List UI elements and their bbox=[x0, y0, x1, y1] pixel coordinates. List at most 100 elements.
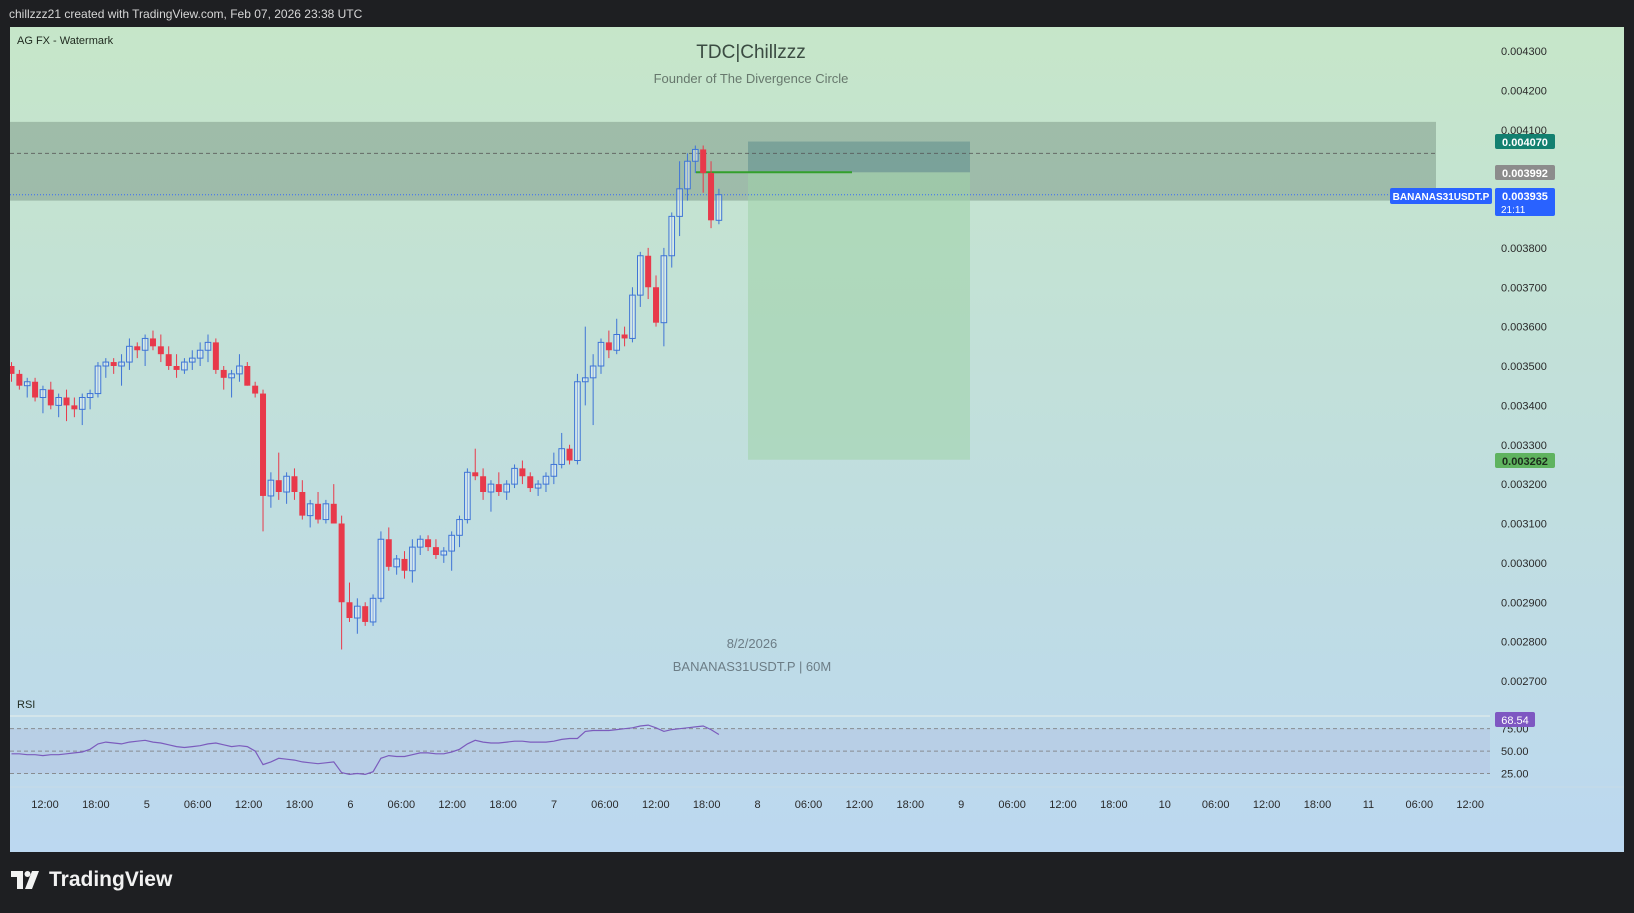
candle bbox=[511, 464, 518, 489]
time-axis-label: 11 bbox=[1363, 799, 1374, 811]
candle bbox=[47, 381, 54, 410]
candle bbox=[480, 468, 487, 500]
candle bbox=[574, 373, 581, 465]
candle bbox=[260, 389, 267, 532]
candle bbox=[676, 161, 683, 237]
candle-body bbox=[346, 602, 353, 618]
candle-body bbox=[32, 381, 39, 398]
candle-body bbox=[110, 362, 117, 366]
price-axis-label: 0.003300 bbox=[1501, 440, 1547, 452]
candle bbox=[645, 247, 652, 300]
candle bbox=[692, 145, 699, 174]
price-axis: 0.004300 0.004200 0.004100 0.003800 0.003700… bbox=[1501, 46, 1547, 688]
candle bbox=[700, 145, 707, 193]
candle-body bbox=[440, 550, 448, 556]
price-axis-label: 0.003200 bbox=[1501, 479, 1547, 491]
candle bbox=[315, 492, 322, 524]
candle bbox=[708, 161, 715, 229]
footer-brand-label: TradingView bbox=[49, 868, 173, 891]
candle-body bbox=[589, 365, 597, 379]
price-axis-label: 0.003600 bbox=[1501, 322, 1547, 334]
time-axis-label: 18:00 bbox=[1304, 799, 1332, 811]
candle-body bbox=[385, 539, 392, 567]
candle-body bbox=[102, 361, 110, 367]
rsi-level-label: 25.00 bbox=[1501, 769, 1529, 781]
candle bbox=[16, 369, 23, 390]
svg-text:0.003262: 0.003262 bbox=[1502, 456, 1548, 468]
candle-body bbox=[409, 546, 416, 572]
candle-body bbox=[212, 342, 219, 370]
price-axis-label: 0.003000 bbox=[1501, 558, 1547, 570]
rsi-level-label: 50.00 bbox=[1501, 746, 1529, 758]
candle bbox=[244, 362, 251, 386]
zones-layer bbox=[10, 121, 1490, 460]
candle-body bbox=[252, 385, 259, 394]
candle bbox=[464, 468, 471, 524]
candle bbox=[581, 326, 589, 406]
candle-body bbox=[503, 483, 510, 493]
candle bbox=[306, 499, 314, 528]
candle-body bbox=[574, 381, 581, 461]
candle-body bbox=[126, 345, 133, 363]
candle bbox=[32, 377, 39, 402]
candle bbox=[597, 338, 605, 374]
time-axis-label: 18:00 bbox=[82, 799, 110, 811]
time-axis-label: 06:00 bbox=[1406, 799, 1434, 811]
candle bbox=[534, 480, 542, 496]
candle bbox=[566, 444, 573, 465]
candle-body bbox=[637, 255, 644, 296]
candle bbox=[141, 334, 149, 366]
time-axis-label: 12:00 bbox=[846, 799, 874, 811]
price-axis-label: 0.003100 bbox=[1501, 519, 1547, 531]
candle bbox=[401, 551, 408, 579]
candle-body bbox=[566, 448, 573, 461]
candle-body bbox=[71, 405, 78, 410]
candle bbox=[542, 472, 550, 492]
svg-text:0.004070: 0.004070 bbox=[1502, 137, 1548, 149]
candle-body bbox=[10, 366, 15, 374]
current-price-tag: 0.003935 21:11 bbox=[1495, 188, 1555, 216]
candle bbox=[102, 358, 110, 378]
price-axis-label: 0.002700 bbox=[1501, 676, 1547, 688]
candle bbox=[684, 153, 691, 201]
time-axis-label: 06:00 bbox=[184, 799, 212, 811]
candle-body bbox=[55, 397, 62, 406]
candle bbox=[118, 354, 125, 386]
time-axis-label: 9 bbox=[958, 799, 964, 811]
time-axis-label: 12:00 bbox=[642, 799, 670, 811]
candle-body bbox=[613, 334, 621, 351]
candle bbox=[39, 385, 47, 414]
candle-body bbox=[558, 448, 566, 465]
candle bbox=[448, 531, 455, 571]
candle-body bbox=[149, 338, 156, 347]
candle bbox=[503, 480, 510, 500]
candle-body bbox=[236, 365, 243, 375]
candle-body bbox=[188, 357, 196, 363]
candle bbox=[558, 432, 566, 469]
candle-body bbox=[700, 149, 707, 174]
time-axis-label: 10 bbox=[1159, 799, 1171, 811]
candle-body bbox=[629, 294, 636, 339]
candle bbox=[134, 342, 141, 359]
candle bbox=[613, 318, 621, 355]
candle bbox=[220, 366, 227, 390]
candle-body bbox=[244, 366, 251, 386]
svg-text:BANANAS31USDT.P: BANANAS31USDT.P bbox=[1393, 192, 1490, 203]
candle bbox=[362, 602, 369, 626]
candle-body bbox=[653, 287, 660, 323]
candle-body bbox=[338, 523, 345, 603]
candle bbox=[527, 472, 534, 492]
candle-body bbox=[425, 539, 432, 548]
candle-body bbox=[39, 389, 47, 398]
candle bbox=[487, 480, 495, 512]
candle-body bbox=[464, 471, 471, 521]
tradingview-brand[interactable]: TradingView bbox=[11, 868, 172, 892]
candle bbox=[110, 358, 117, 374]
candle-body bbox=[401, 558, 408, 571]
candle-body bbox=[306, 503, 314, 517]
candle bbox=[550, 452, 558, 485]
candle bbox=[188, 350, 196, 370]
candle-body bbox=[283, 475, 290, 493]
price-axis-label: 0.002900 bbox=[1501, 597, 1547, 609]
